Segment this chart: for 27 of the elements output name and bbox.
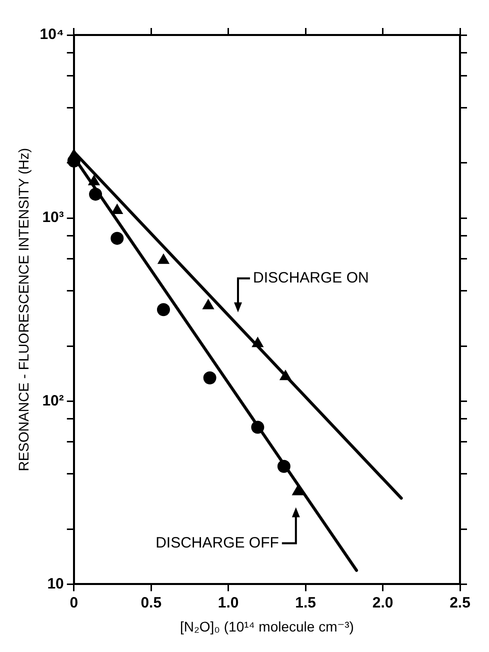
annotation: DISCHARGE ON <box>252 269 369 286</box>
x-tick-label: 0 <box>70 594 78 612</box>
x-tick-label: 2.0 <box>372 594 394 612</box>
point <box>88 175 100 186</box>
point <box>203 371 216 384</box>
point <box>158 254 170 264</box>
point <box>202 299 214 310</box>
point <box>280 370 292 380</box>
x-tick-label: 1.5 <box>295 594 316 612</box>
y-tick-label: 10⁴ <box>40 26 64 44</box>
x-tick-label: 0.5 <box>140 594 162 612</box>
x-tick-label: 2.5 <box>450 594 470 612</box>
x-tick-label: 1.0 <box>218 594 239 612</box>
x-axis-title: [N₂O]₀ (10¹⁴ molecule cm⁻³) <box>180 618 354 634</box>
point <box>277 460 290 473</box>
y-tick-label: 10 <box>47 575 64 592</box>
point <box>156 303 170 316</box>
y-axis-title: RESONANCE - FLUORESCENCE INTENSITY (Hz) <box>15 148 32 472</box>
y-tick-label: 10² <box>42 392 64 410</box>
point <box>251 420 264 434</box>
point <box>252 337 264 348</box>
point <box>111 204 123 214</box>
y-tick-label: 10³ <box>42 209 64 226</box>
point <box>292 485 304 496</box>
point <box>110 232 124 245</box>
point <box>89 188 102 201</box>
annotation: DISCHARGE OFF <box>156 534 279 552</box>
